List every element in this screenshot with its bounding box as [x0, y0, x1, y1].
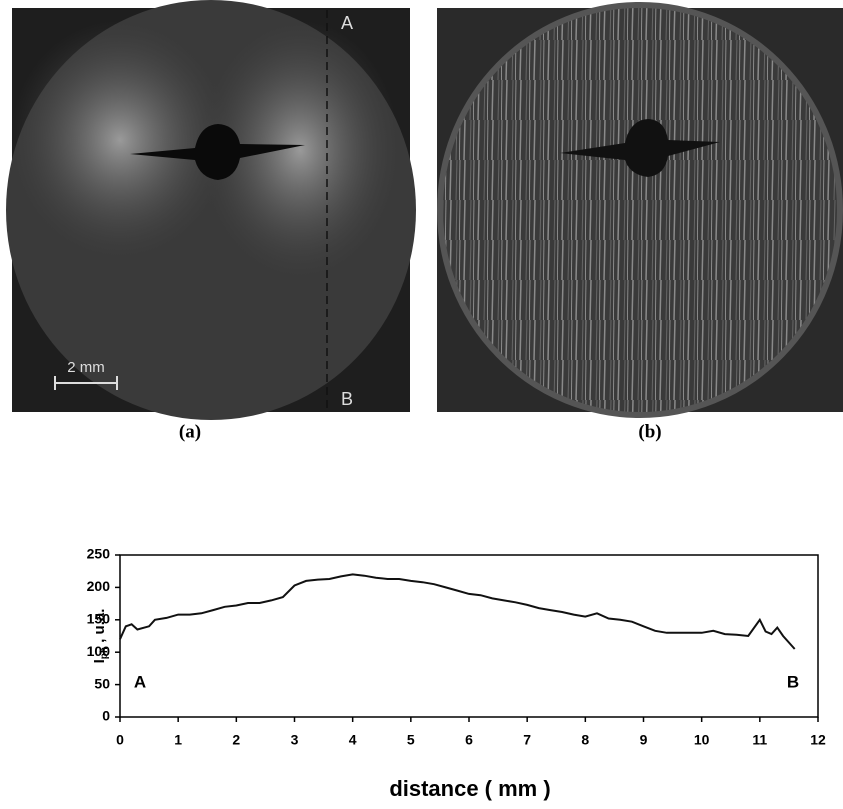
point-label: B: [341, 389, 353, 409]
x-tick-label: 10: [694, 732, 710, 748]
x-tick-label: 0: [116, 732, 124, 748]
page: A B 2 mm (a) (b) distance ( mm ) Iph , u…: [0, 0, 843, 809]
y-tick-label: 0: [102, 708, 110, 724]
x-tick-label: 6: [465, 732, 473, 748]
annotation: A: [134, 672, 146, 691]
photo-a: A B 2 mm: [6, 0, 416, 420]
x-tick-label: 7: [523, 732, 531, 748]
y-tick-label: 100: [87, 643, 111, 659]
photo-b: [437, 5, 843, 415]
panel-label: (a): [179, 421, 201, 442]
x-tick-label: 8: [581, 732, 589, 748]
x-tick-label: 4: [349, 732, 357, 748]
x-axis-label: distance ( mm ): [389, 776, 550, 801]
x-tick-label: 12: [810, 732, 826, 748]
x-tick-label: 5: [407, 732, 415, 748]
x-tick-label: 2: [232, 732, 240, 748]
figure: A B 2 mm (a) (b) distance ( mm ) Iph , u…: [0, 0, 843, 804]
y-tick-label: 200: [87, 578, 111, 594]
x-tick-label: 3: [291, 732, 299, 748]
point-label: A: [341, 13, 353, 33]
data-line: [120, 574, 795, 649]
x-tick-label: 1: [174, 732, 182, 748]
y-tick-label: 250: [87, 546, 111, 562]
scale-label: 2 mm: [67, 359, 105, 376]
x-tick-label: 11: [752, 732, 767, 748]
panel-label: (b): [638, 421, 661, 442]
y-tick-label: 50: [94, 675, 110, 691]
y-tick-label: 150: [87, 611, 111, 627]
plot-frame: [120, 555, 818, 717]
x-tick-label: 9: [640, 732, 648, 748]
annotation: B: [787, 672, 799, 691]
